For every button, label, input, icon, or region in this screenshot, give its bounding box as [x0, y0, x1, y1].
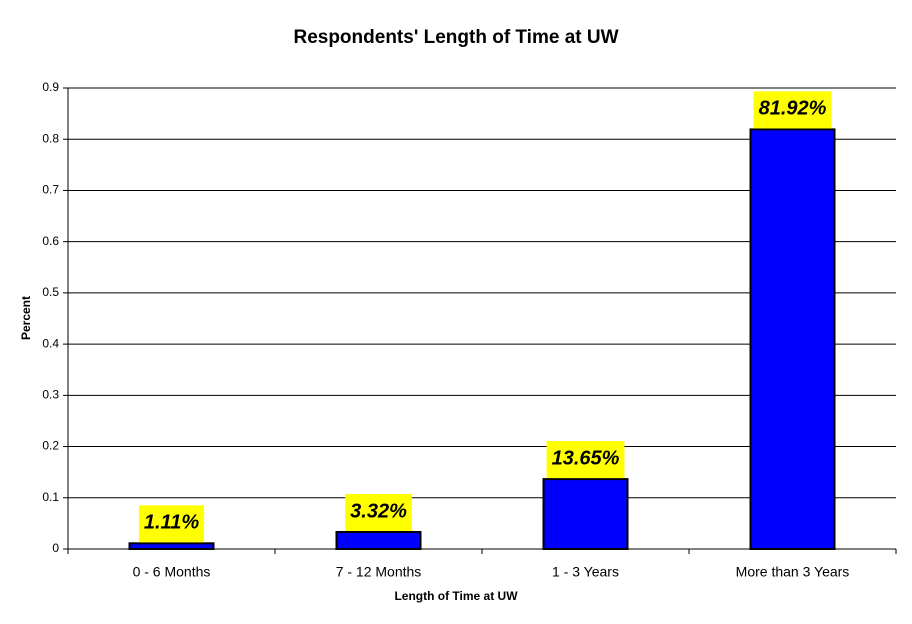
value-label: 81.92% [759, 98, 827, 120]
bar [542, 478, 629, 550]
y-tick-label: 0.7 [42, 183, 59, 197]
y-tick-label: 0.6 [42, 234, 59, 248]
value-label-background [546, 441, 625, 479]
y-tick-label: 0.9 [42, 80, 59, 94]
bar [128, 542, 215, 550]
y-tick-label: 0.8 [42, 131, 59, 145]
value-label-background [138, 505, 205, 543]
y-axis-title: Percent [19, 296, 33, 340]
y-tick-label: 0.4 [42, 336, 59, 350]
x-tick-label: 7 - 12 Months [336, 564, 422, 580]
y-tick-label: 0 [52, 541, 59, 555]
value-label-background [753, 91, 832, 129]
x-tick-label: More than 3 Years [736, 564, 850, 580]
bar [749, 128, 836, 551]
chart-title: Respondents' Length of Time at UW [293, 27, 618, 48]
y-tick-label: 0.5 [42, 285, 59, 299]
x-tick-label: 0 - 6 Months [133, 564, 211, 580]
y-tick-label: 0.2 [42, 439, 59, 453]
value-label: 3.32% [350, 500, 407, 522]
y-tick-label: 0.1 [42, 490, 59, 504]
bar [335, 530, 422, 550]
value-label: 1.11% [144, 512, 199, 534]
value-label-background [345, 493, 412, 531]
value-label: 13.65% [552, 447, 620, 469]
x-tick-label: 1 - 3 Years [552, 564, 619, 580]
y-tick-label: 0.3 [42, 388, 59, 402]
x-axis-title: Length of Time at UW [394, 589, 518, 603]
